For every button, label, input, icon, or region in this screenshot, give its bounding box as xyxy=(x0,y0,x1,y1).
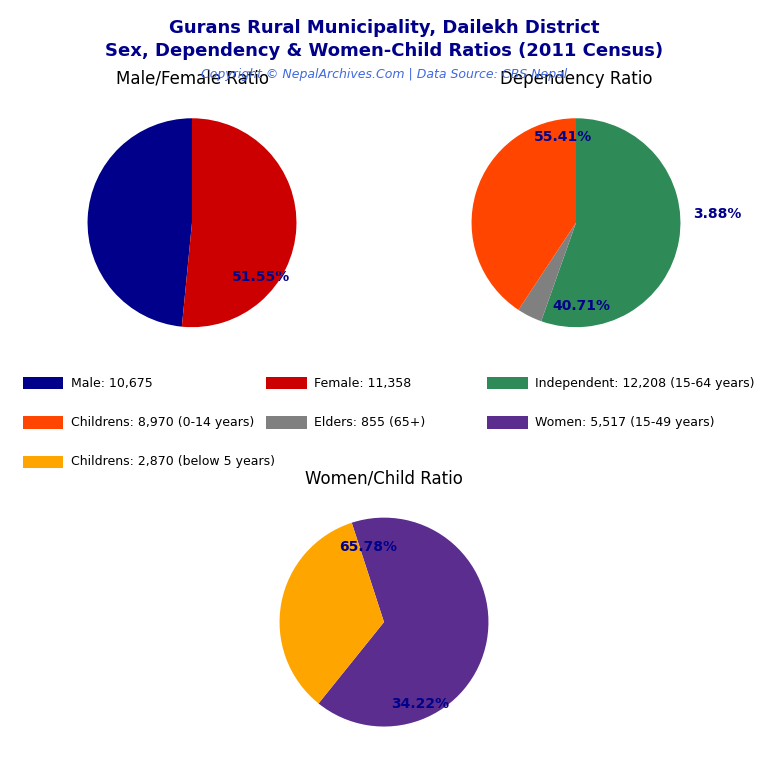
Text: Male: 10,675: Male: 10,675 xyxy=(71,376,152,389)
Bar xyxy=(23,377,63,389)
Text: 65.78%: 65.78% xyxy=(339,540,397,554)
Bar xyxy=(487,377,528,389)
Wedge shape xyxy=(88,118,192,326)
Bar xyxy=(23,416,63,429)
Text: Childrens: 2,870 (below 5 years): Childrens: 2,870 (below 5 years) xyxy=(71,455,275,468)
Text: Gurans Rural Municipality, Dailekh District: Gurans Rural Municipality, Dailekh Distr… xyxy=(169,19,599,37)
Text: Elders: 855 (65+): Elders: 855 (65+) xyxy=(314,416,425,429)
Text: 34.22%: 34.22% xyxy=(392,697,449,710)
Bar xyxy=(487,416,528,429)
Wedge shape xyxy=(182,118,296,327)
Text: Childrens: 8,970 (0-14 years): Childrens: 8,970 (0-14 years) xyxy=(71,416,254,429)
Text: 55.41%: 55.41% xyxy=(535,130,593,144)
Text: Independent: 12,208 (15-64 years): Independent: 12,208 (15-64 years) xyxy=(535,376,755,389)
Text: 51.55%: 51.55% xyxy=(232,270,290,284)
Wedge shape xyxy=(541,118,680,327)
Bar xyxy=(266,377,306,389)
Text: Copyright © NepalArchives.Com | Data Source: CBS Nepal: Copyright © NepalArchives.Com | Data Sou… xyxy=(201,68,567,81)
Bar xyxy=(23,455,63,468)
Wedge shape xyxy=(280,523,384,703)
Text: 48.45%: 48.45% xyxy=(117,172,175,186)
Title: Women/Child Ratio: Women/Child Ratio xyxy=(305,469,463,487)
Title: Dependency Ratio: Dependency Ratio xyxy=(500,70,652,88)
Text: 40.71%: 40.71% xyxy=(552,300,611,313)
Text: 3.88%: 3.88% xyxy=(693,207,741,221)
Wedge shape xyxy=(472,118,576,310)
Text: Female: 11,358: Female: 11,358 xyxy=(314,376,411,389)
Wedge shape xyxy=(518,223,576,321)
Text: Women: 5,517 (15-49 years): Women: 5,517 (15-49 years) xyxy=(535,416,715,429)
Wedge shape xyxy=(319,518,488,727)
Text: Sex, Dependency & Women-Child Ratios (2011 Census): Sex, Dependency & Women-Child Ratios (20… xyxy=(105,42,663,60)
Title: Male/Female Ratio: Male/Female Ratio xyxy=(115,70,269,88)
Bar xyxy=(266,416,306,429)
